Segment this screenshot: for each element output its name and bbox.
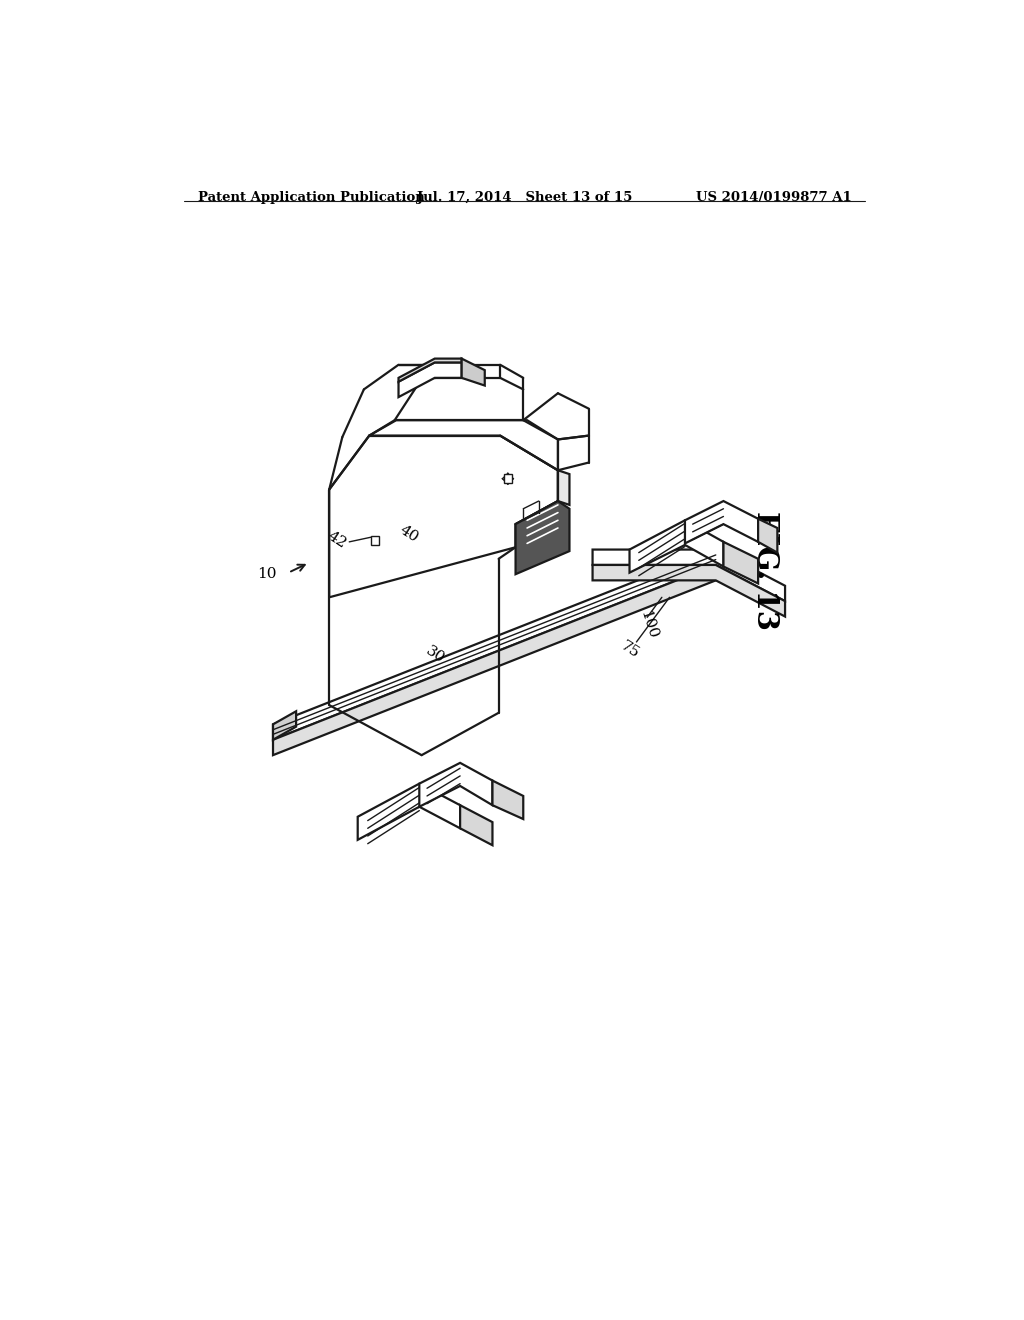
Polygon shape: [685, 502, 758, 544]
Polygon shape: [504, 474, 512, 483]
Polygon shape: [493, 780, 523, 818]
Polygon shape: [515, 502, 569, 574]
Polygon shape: [462, 359, 484, 385]
Polygon shape: [758, 519, 777, 553]
Text: Jul. 17, 2014   Sheet 13 of 15: Jul. 17, 2014 Sheet 13 of 15: [417, 191, 633, 203]
Text: 100: 100: [637, 609, 659, 640]
Text: 40: 40: [397, 523, 421, 545]
Polygon shape: [419, 763, 493, 807]
Polygon shape: [273, 549, 716, 739]
Polygon shape: [371, 536, 379, 545]
Text: 75: 75: [617, 639, 641, 661]
Text: 42: 42: [325, 528, 349, 550]
Polygon shape: [398, 359, 462, 381]
Polygon shape: [330, 436, 558, 598]
Polygon shape: [558, 470, 569, 506]
Polygon shape: [273, 711, 296, 739]
Polygon shape: [630, 520, 724, 573]
Polygon shape: [593, 549, 785, 601]
Polygon shape: [357, 784, 460, 840]
Polygon shape: [593, 565, 785, 616]
Text: 10: 10: [257, 568, 276, 581]
Text: US 2014/0199877 A1: US 2014/0199877 A1: [695, 191, 851, 203]
Text: FIG. 13: FIG. 13: [752, 511, 780, 630]
Polygon shape: [273, 565, 716, 755]
Text: 30: 30: [423, 644, 446, 667]
Polygon shape: [724, 543, 758, 583]
Polygon shape: [370, 420, 558, 470]
Text: Patent Application Publication: Patent Application Publication: [199, 191, 425, 203]
Polygon shape: [398, 363, 462, 397]
Polygon shape: [460, 805, 493, 845]
